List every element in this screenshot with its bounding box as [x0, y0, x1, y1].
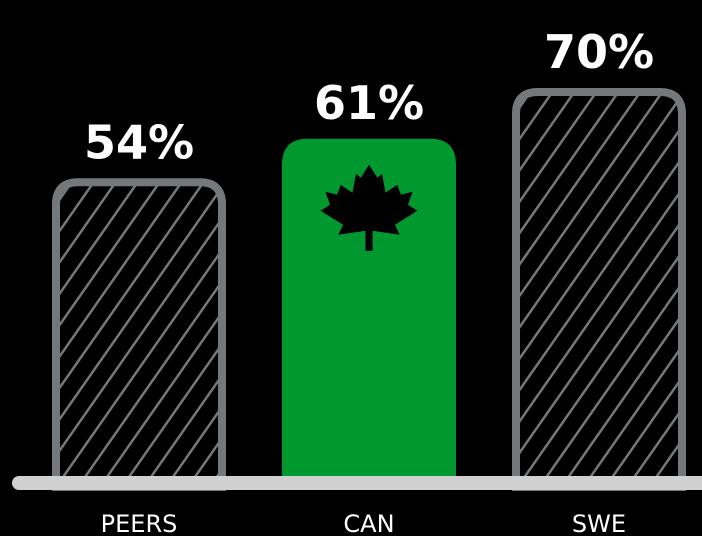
maple-leaf-icon: [320, 164, 418, 251]
bar-swe: [512, 88, 686, 491]
category-label-peers: PEERS: [101, 510, 178, 536]
labels-group: 54% PEERS 61% CAN 70% SWE: [84, 25, 654, 536]
baseline: [12, 476, 702, 490]
category-label-can: CAN: [343, 510, 394, 536]
value-label-peers: 54%: [84, 115, 194, 169]
value-label-swe: 70%: [544, 25, 654, 79]
bar-peers: [52, 178, 226, 491]
category-label-swe: SWE: [572, 510, 626, 536]
bar-can: [282, 138, 456, 484]
value-label-can: 61%: [314, 76, 424, 130]
bars-group: [52, 88, 686, 491]
